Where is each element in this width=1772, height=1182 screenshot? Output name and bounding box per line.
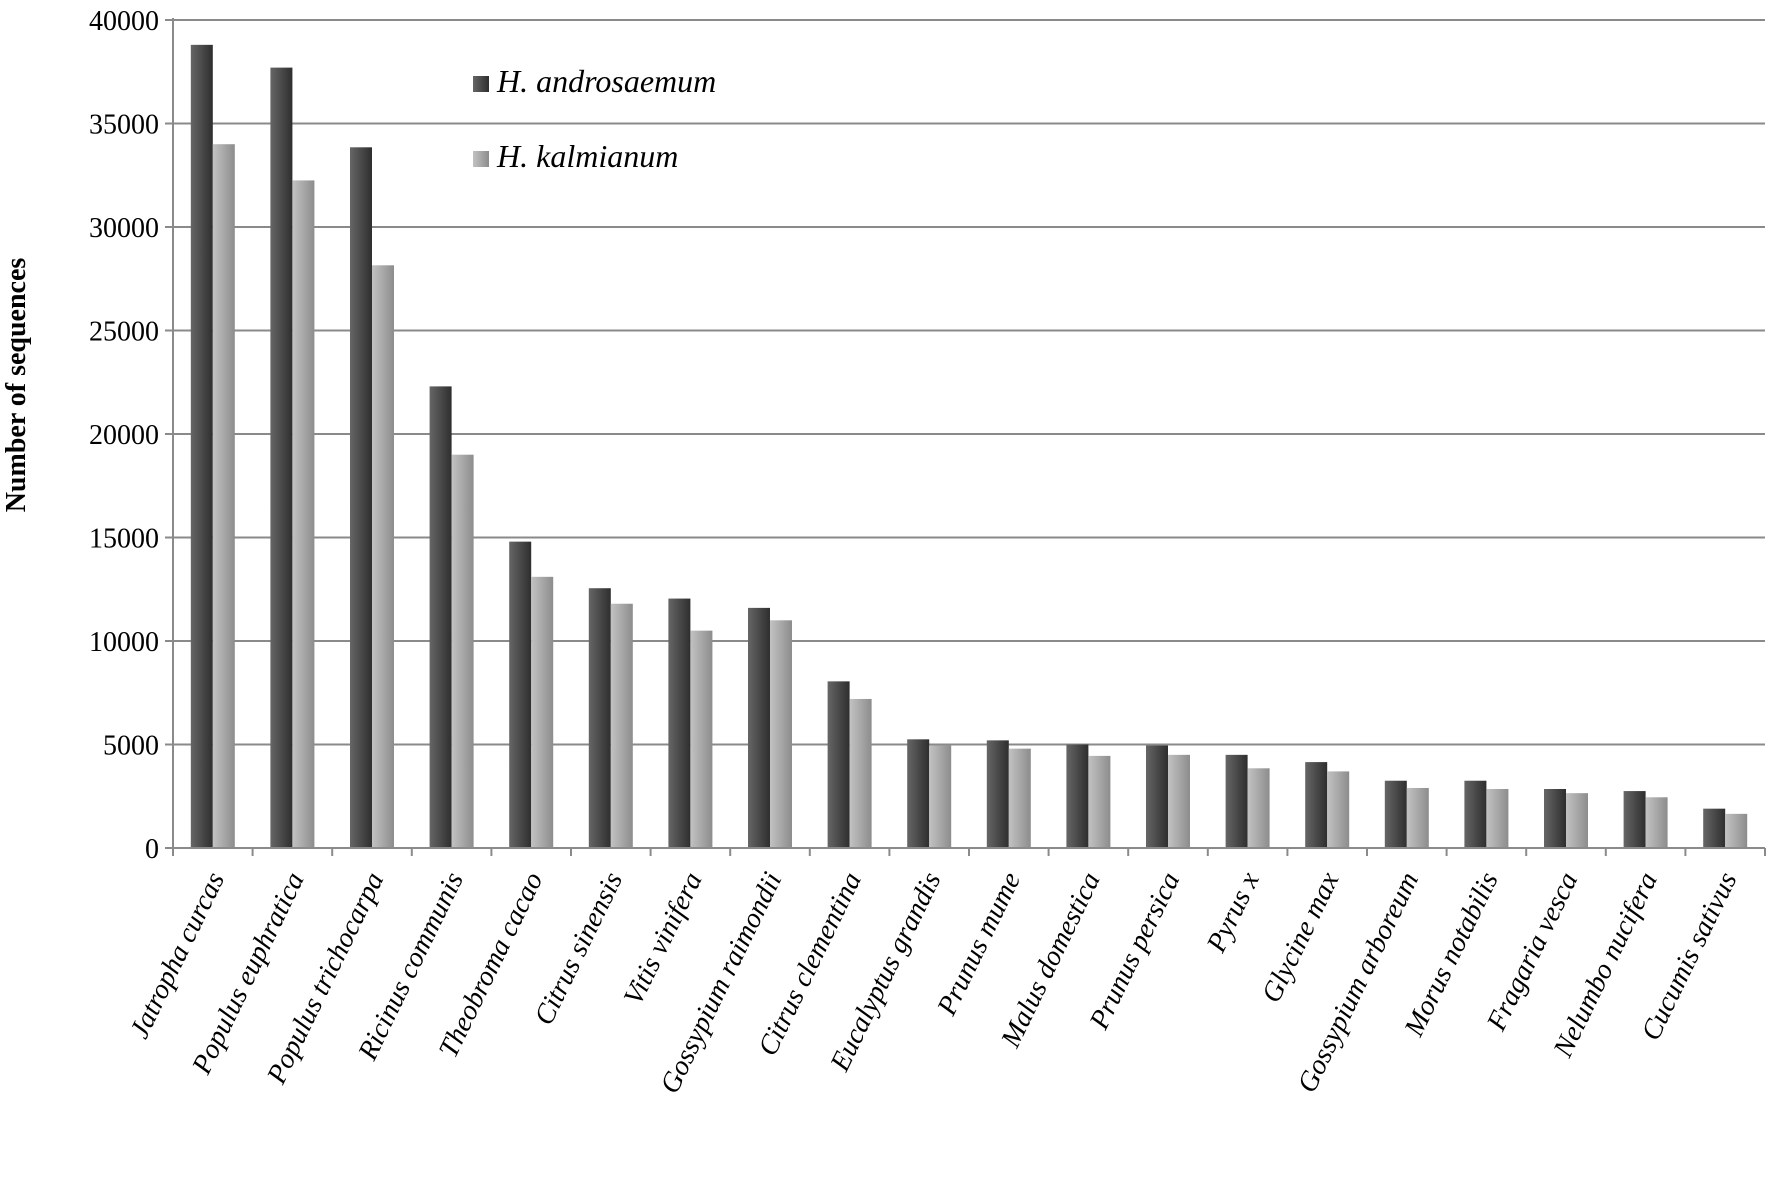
legend-label: H. kalmianum (496, 138, 678, 174)
bar-h-kalmianum (292, 180, 315, 849)
bar-h-kalmianum (1168, 754, 1190, 848)
y-tick-label: 25000 (89, 317, 159, 348)
bar-h-kalmianum (531, 576, 554, 848)
y-tick-label: 35000 (89, 110, 159, 141)
bar-h-kalmianum (1486, 789, 1509, 848)
bar-h-kalmianum (1008, 748, 1031, 848)
bar-h-kalmianum (770, 620, 792, 848)
bar-h-androsaemum (1305, 762, 1328, 848)
bar-h-androsaemum (1544, 789, 1566, 848)
bar-h-kalmianum (1406, 787, 1429, 848)
bar-h-androsaemum (509, 541, 532, 848)
bar-h-androsaemum (1225, 754, 1248, 848)
bar-h-androsaemum (1464, 780, 1487, 848)
gridlines (173, 19, 1765, 746)
legend-label: H. androsaemum (496, 63, 716, 99)
bar-h-kalmianum (372, 265, 394, 848)
bar-h-androsaemum (429, 386, 452, 848)
bar-h-androsaemum (986, 740, 1009, 848)
bar-h-androsaemum (1384, 780, 1407, 848)
bar-h-androsaemum (190, 44, 213, 848)
y-tick-label: 40000 (89, 6, 159, 37)
bar-h-kalmianum (451, 454, 474, 848)
y-tick-label: 5000 (103, 731, 159, 762)
bar-h-kalmianum (212, 144, 235, 848)
bars (190, 44, 1748, 849)
x-tick-label: Prunus mume (931, 867, 1027, 1021)
bar-h-kalmianum (1088, 755, 1111, 848)
y-tick-label: 15000 (89, 524, 159, 555)
x-tick-label: Pyrus x (1200, 867, 1266, 958)
bar-h-androsaemum (1623, 791, 1646, 848)
bar-h-kalmianum (1247, 768, 1270, 848)
bar-h-androsaemum (1146, 745, 1168, 848)
x-tick-label: Vitis vinifera (618, 867, 709, 1009)
y-tick-label: 10000 (89, 627, 159, 658)
bar-h-kalmianum (1327, 771, 1350, 848)
y-tick-label: 0 (145, 834, 159, 865)
legend-swatch (473, 151, 489, 167)
bar-h-kalmianum (690, 630, 713, 848)
y-tick-label: 20000 (89, 420, 159, 451)
y-tick-label: 30000 (89, 213, 159, 244)
legend-swatch (473, 76, 489, 92)
bar-h-androsaemum (827, 681, 850, 848)
bar-h-androsaemum (668, 598, 691, 848)
bar-h-androsaemum (1703, 808, 1726, 848)
x-tick-label: Glycine max (1256, 867, 1346, 1008)
legend: H. androsaemum H. kalmianum (473, 63, 716, 174)
bar-h-androsaemum (748, 607, 770, 848)
bar-h-kalmianum (929, 745, 952, 848)
bar-h-kalmianum (1725, 813, 1748, 848)
bar-h-kalmianum (1566, 793, 1588, 848)
bar-h-kalmianum (1645, 797, 1668, 848)
bar-h-androsaemum (350, 147, 372, 848)
bar-h-androsaemum (907, 739, 930, 848)
y-axis-ticks: 0 5000 10000 15000 20000 25000 30000 35000 40000 (89, 6, 173, 865)
bar-h-androsaemum (1066, 744, 1089, 848)
bar-h-kalmianum (610, 603, 633, 848)
bar-h-androsaemum (588, 588, 611, 848)
bar-h-kalmianum (849, 698, 872, 848)
y-axis-label: Number of sequences (1, 258, 32, 513)
bar-h-androsaemum (270, 67, 293, 849)
